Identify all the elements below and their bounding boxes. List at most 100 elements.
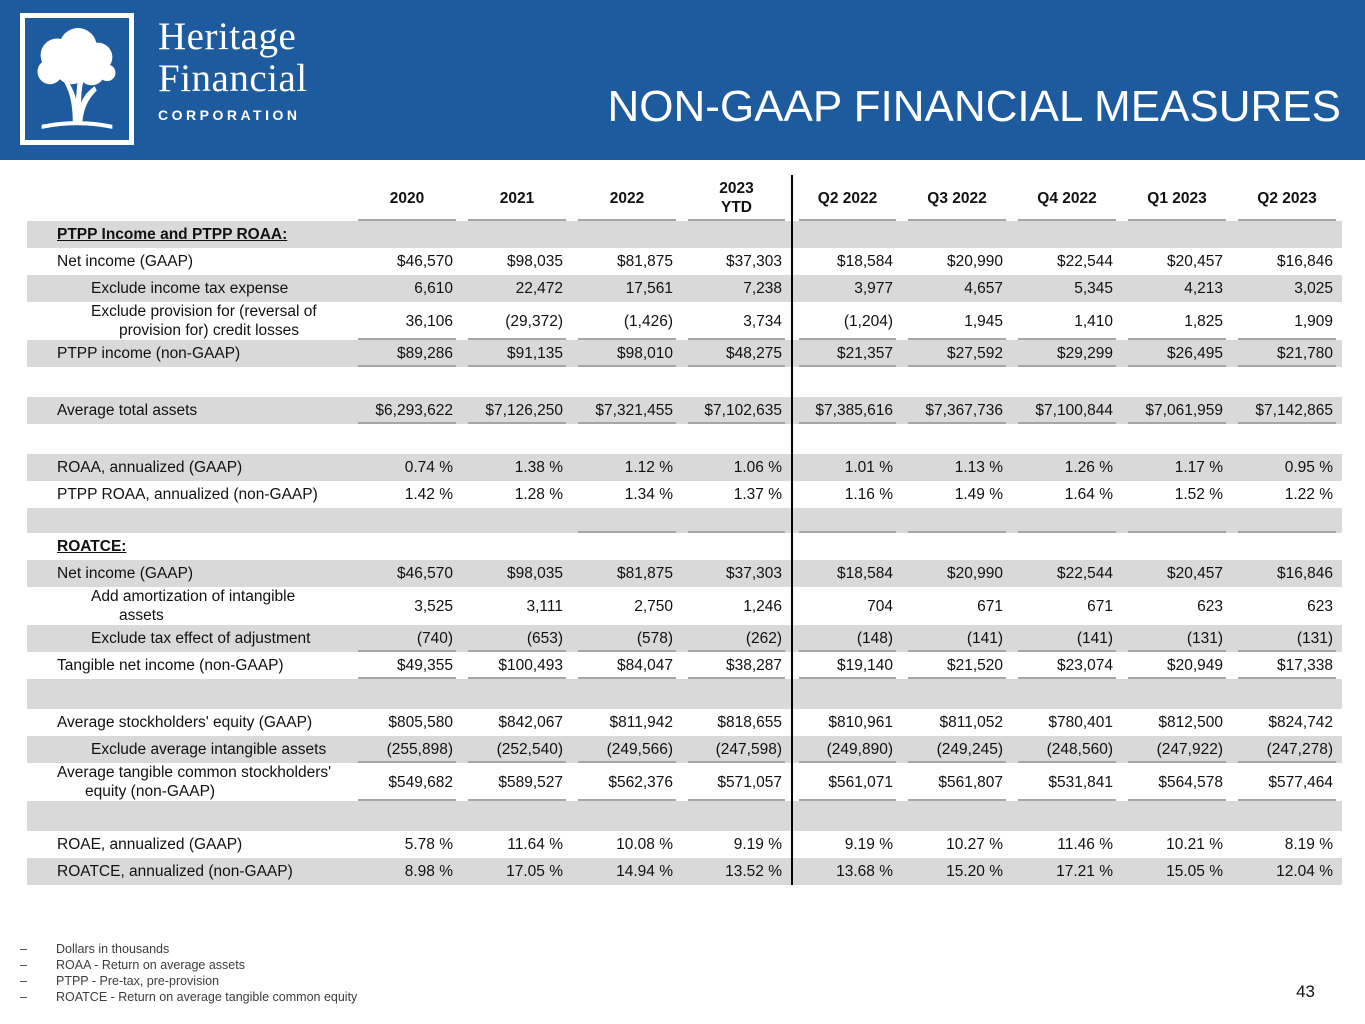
value-cell: (148) [791, 625, 902, 652]
value-cell: 15.05 % [1122, 858, 1232, 885]
value-cell: 14.94 % [572, 858, 682, 885]
footnote-dash: – [20, 990, 27, 1004]
value-cell: 1,246 [743, 597, 782, 615]
value-cell [791, 221, 902, 248]
value-cell [902, 801, 1012, 831]
footnote-line: – ROAA - Return on average assets [20, 957, 357, 973]
row-label: PTPP ROAA, annualized (non-GAAP) [57, 486, 318, 503]
value-cell [791, 801, 902, 831]
value-cell: $81,875 [572, 560, 682, 587]
value-cell: 8.19 % [1284, 836, 1333, 853]
value-cell: 3,025 [1232, 275, 1342, 302]
column-header: Q1 2023 [1122, 175, 1232, 221]
value-cell: $19,140 [791, 652, 902, 679]
value-cell: $21,780 [1232, 340, 1342, 367]
row-label [27, 508, 352, 533]
value-cell: 15.20 % [902, 858, 1012, 885]
value-cell [791, 533, 902, 560]
value-cell: $21,357 [791, 340, 902, 367]
value-cell [572, 679, 682, 709]
value-cell [902, 367, 1012, 397]
value-cell: $7,126,250 [462, 397, 572, 424]
value-cell [1122, 221, 1232, 248]
value-cell: $22,544 [1056, 253, 1113, 270]
value-cell: $16,846 [1232, 560, 1342, 587]
value-cell: (29,372) [462, 302, 572, 340]
value-cell: (131) [1232, 625, 1342, 652]
value-cell: 1.06 % [682, 454, 792, 481]
value-cell: (247,598) [682, 736, 792, 763]
value-cell: $46,570 [396, 253, 453, 270]
value-cell: (141) [1012, 625, 1122, 652]
table-row: PTPP income (non-GAAP) $89,286 $91,135 $98,… [27, 340, 1342, 367]
value-cell [1012, 533, 1122, 560]
value-cell [352, 221, 462, 248]
value-cell: $16,846 [1276, 253, 1333, 270]
column-header: Q4 2022 [1012, 175, 1122, 221]
value-cell: $37,303 [725, 253, 782, 270]
value-cell: 2,750 [634, 597, 673, 615]
value-cell: (131) [1122, 625, 1232, 652]
value-cell: 1.34 % [624, 486, 673, 503]
value-cell: 17.05 % [462, 858, 572, 885]
footnote-dash: – [20, 942, 27, 956]
section-label: PTPP Income and PTPP ROAA: [27, 221, 352, 248]
value-cell [682, 801, 792, 831]
value-cell: $38,287 [682, 652, 792, 679]
value-cell: 1,945 [902, 302, 1012, 340]
value-cell [1232, 424, 1342, 454]
row-label: Tangible net income (non-GAAP) [57, 657, 284, 674]
value-cell: 1.37 % [733, 486, 782, 503]
table-row: ROAE, annualized (GAAP) 5.78 % 11.64 % 10.0… [27, 831, 1342, 858]
row-label: ROAE, annualized (GAAP) [57, 836, 243, 853]
value-cell [462, 679, 572, 709]
value-cell: $824,742 [1268, 714, 1333, 731]
value-cell: 17.21 % [1012, 858, 1122, 885]
value-cell: $17,338 [1232, 652, 1342, 679]
footnote-text: PTPP - Pre-tax, pre-provision [56, 974, 220, 988]
table-header-row: 2020 2021 2022 2023 YTD Q2 2022 Q3 2022 Q4 202… [27, 175, 1342, 221]
oak-tree-icon [37, 28, 116, 129]
value-cell: 6,610 [352, 275, 462, 302]
value-cell: $842,067 [498, 714, 563, 731]
value-cell [352, 367, 462, 397]
table-row: Exclude tax effect of adjustment (740) (65… [27, 625, 1342, 652]
value-cell: $549,682 [352, 763, 462, 801]
column-header: Q2 2023 [1232, 175, 1342, 221]
value-cell [572, 801, 682, 831]
column-header: Q2 2022 [791, 175, 902, 221]
value-cell: 12.04 % [1232, 858, 1342, 885]
footnote-text: Dollars in thousands [56, 942, 170, 956]
footnote-text: ROATCE - Return on average tangible comm… [56, 990, 358, 1004]
table-row: PTPP Income and PTPP ROAA: [27, 221, 1342, 248]
value-cell [902, 679, 1012, 709]
table-row: Tangible net income (non-GAAP) $49,355 $10… [27, 652, 1342, 679]
value-cell: 9.19 % [791, 831, 902, 858]
value-cell [1232, 801, 1342, 831]
company-logo [20, 13, 134, 145]
value-cell: $81,875 [616, 253, 673, 270]
value-cell: 623 [1197, 597, 1223, 615]
value-cell: 1,410 [1012, 302, 1122, 340]
value-cell [1232, 221, 1342, 248]
table-row: Net income (GAAP) $46,570 $98,035 $81,875 $3… [27, 248, 1342, 275]
value-cell: 3,111 [526, 597, 564, 615]
value-cell: (248,560) [1012, 736, 1122, 763]
value-cell [1232, 533, 1342, 560]
value-cell: (249,566) [572, 736, 682, 763]
value-cell: $7,100,844 [1012, 397, 1122, 424]
value-cell: (252,540) [462, 736, 572, 763]
value-cell [682, 508, 792, 533]
value-cell: $805,580 [388, 714, 453, 731]
value-cell [1012, 508, 1122, 533]
value-cell [791, 508, 902, 533]
value-cell: $84,047 [572, 652, 682, 679]
value-cell: $49,355 [352, 652, 462, 679]
value-cell [462, 424, 572, 454]
value-cell: 1,909 [1232, 302, 1342, 340]
value-cell [572, 533, 682, 560]
value-cell: $37,303 [682, 560, 792, 587]
value-cell: $7,385,616 [791, 397, 902, 424]
value-cell [902, 424, 1012, 454]
row-label: Exclude provision for (reversal of provi… [91, 303, 317, 339]
